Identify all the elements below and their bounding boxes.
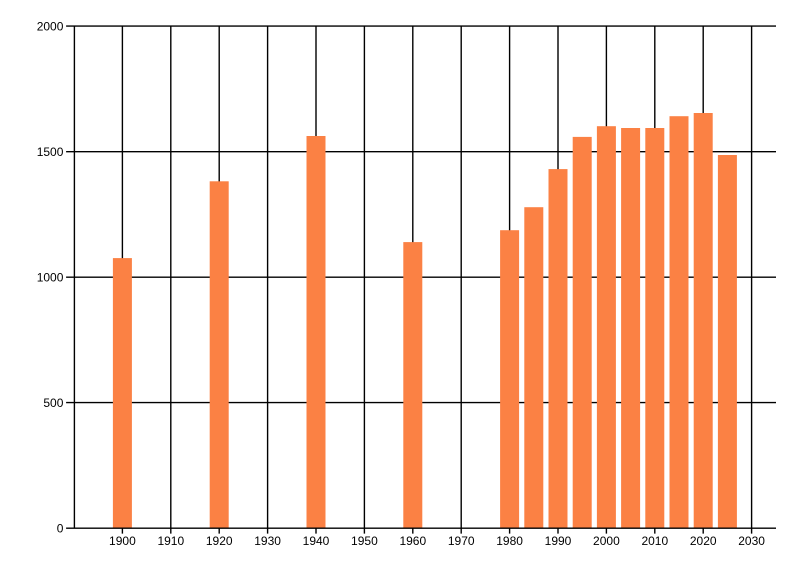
svg-text:2020: 2020 (690, 534, 717, 548)
svg-text:1970: 1970 (448, 534, 475, 548)
svg-text:1910: 1910 (157, 534, 184, 548)
svg-text:1990: 1990 (545, 534, 572, 548)
svg-text:500: 500 (43, 396, 63, 410)
svg-text:1940: 1940 (303, 534, 330, 548)
svg-text:0: 0 (57, 522, 64, 536)
svg-text:2030: 2030 (738, 534, 765, 548)
svg-text:1980: 1980 (496, 534, 523, 548)
svg-text:1960: 1960 (399, 534, 426, 548)
svg-text:1930: 1930 (254, 534, 281, 548)
svg-text:2010: 2010 (641, 534, 668, 548)
svg-text:1950: 1950 (351, 534, 378, 548)
svg-text:1900: 1900 (109, 534, 136, 548)
svg-text:1500: 1500 (37, 145, 64, 159)
svg-text:1000: 1000 (37, 271, 64, 285)
svg-text:2000: 2000 (37, 19, 64, 33)
svg-text:1920: 1920 (206, 534, 233, 548)
svg-text:2000: 2000 (593, 534, 620, 548)
